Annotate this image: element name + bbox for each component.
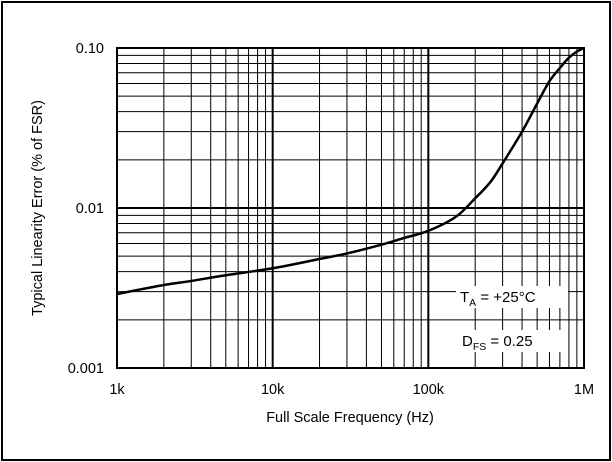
annotation-dfs: DFS = 0.25 xyxy=(462,333,533,353)
plot-border xyxy=(116,47,585,369)
annotation-box-temperature xyxy=(456,286,568,308)
y-tick-label: 0.01 xyxy=(76,201,104,217)
y-tick-label: 0.001 xyxy=(68,361,104,377)
x-tick-labels: 1k 10k 100k 1M xyxy=(109,382,594,398)
x-tick-label: 10k xyxy=(261,382,285,398)
annotation-temperature: TA = +25°C xyxy=(460,289,536,309)
y-axis-label: Typical Linearity Error (% of FSR) xyxy=(30,100,46,316)
x-tick-label: 1M xyxy=(574,382,594,398)
y-tick-labels: 0.001 0.01 0.10 xyxy=(68,41,104,377)
x-tick-label: 100k xyxy=(413,382,445,398)
y-tick-label: 0.10 xyxy=(76,41,104,57)
series-line xyxy=(116,46,585,296)
x-tick-label: 1k xyxy=(109,382,125,398)
x-axis-label: Full Scale Frequency (Hz) xyxy=(266,410,434,426)
annotation-box-dfs xyxy=(456,330,568,352)
